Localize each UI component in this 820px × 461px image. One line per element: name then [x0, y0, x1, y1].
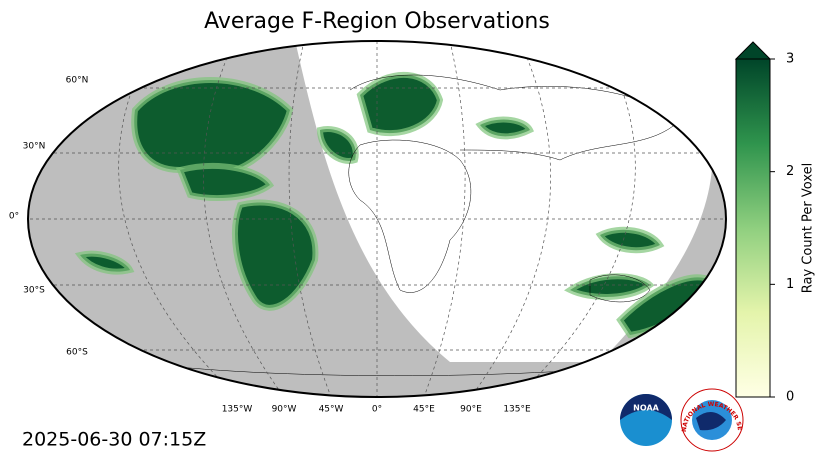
colorbar-bar: [735, 58, 771, 398]
lat-label: 30°N: [23, 142, 46, 152]
lon-label: 0°: [372, 405, 382, 415]
lat-label: 0°: [9, 212, 19, 222]
lat-label: 60°S: [66, 348, 88, 358]
colorbar-label: Ray Count Per Voxel: [801, 163, 816, 293]
lat-label: 30°S: [23, 286, 45, 296]
colorbar-tick-label: 2: [786, 164, 794, 179]
colorbar: Ray Count Per Voxel: [734, 41, 816, 398]
lon-label: 90°W: [272, 405, 297, 415]
lat-label: 60°N: [66, 76, 89, 86]
colorbar-tick-label: 1: [786, 277, 794, 292]
timestamp: 2025-06-30 07:15Z: [22, 429, 206, 451]
lon-label: 135°W: [222, 405, 253, 415]
map-border: [27, 40, 727, 398]
noaa-logo: NOAA: [620, 394, 672, 446]
title: Average F-Region Observations: [204, 9, 550, 34]
colorbar-extension: [734, 41, 772, 60]
colorbar-tick-label: 3: [786, 52, 794, 67]
graticule: [28, 41, 726, 397]
lon-label: 45°W: [319, 405, 344, 415]
lon-label: 45°E: [413, 405, 435, 415]
lon-label: 90°E: [460, 405, 482, 415]
colorbar-tick-label: 0: [786, 390, 794, 405]
lon-label: 135°E: [503, 405, 531, 415]
noaa-text: NOAA: [633, 404, 659, 413]
